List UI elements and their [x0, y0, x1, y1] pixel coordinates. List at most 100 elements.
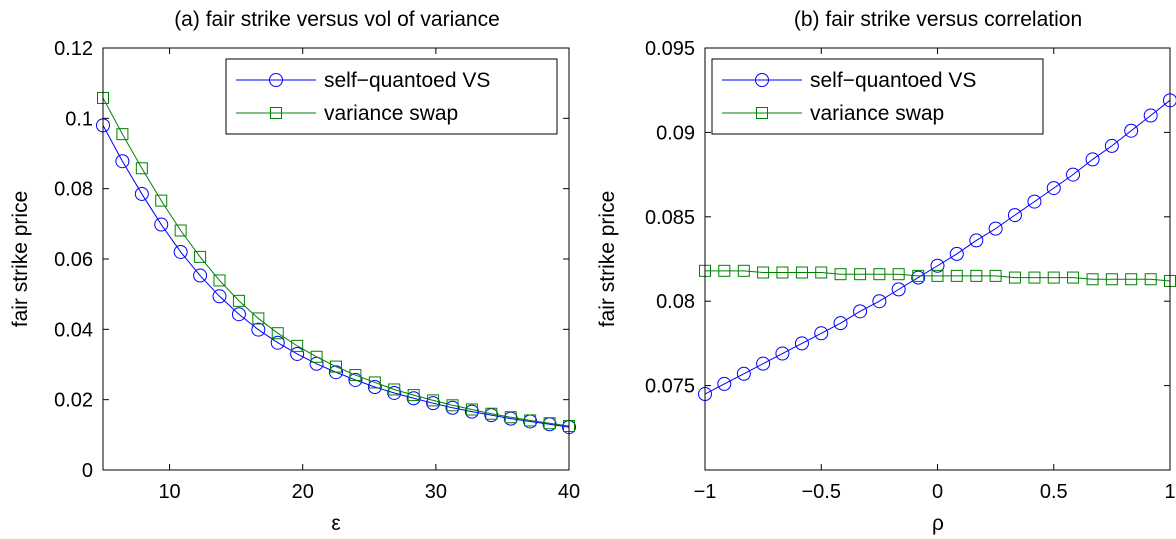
panel-b-data-point-self-quantoed: [891, 282, 906, 297]
panel-a-data-point-self-quantoed: [329, 365, 343, 380]
panel-a-y-tick-label: 0.08: [54, 179, 93, 201]
panel-a-data-point-variance-swap: [310, 350, 323, 363]
panel-a-data-point-self-quantoed: [212, 289, 227, 304]
panel-b-legend-box: [711, 58, 1044, 135]
panel-b-data-point-variance-swap: [718, 264, 731, 277]
panel-b-data-point-self-quantoed: [1085, 152, 1100, 167]
panel-b-legend: self−quantoed VS variance swap: [711, 58, 1044, 135]
panel-b-data-point-self-quantoed: [1066, 167, 1081, 182]
panel-a-data-point-variance-swap: [427, 394, 440, 407]
panel-b-data-point-self-quantoed: [949, 246, 964, 261]
panel-a-x-tick-label: 10: [158, 481, 180, 503]
panel-b-data-point-variance-swap: [1028, 271, 1041, 284]
panel-a-data-point-self-quantoed: [173, 244, 188, 259]
panel-b-data-point-self-quantoed: [911, 270, 926, 285]
panel-b-data-point-self-quantoed: [833, 316, 848, 331]
panel-b-data-point-variance-swap: [970, 269, 983, 282]
panel-b-chart: (b) fair strike versus correlation −1 −0.…: [596, 8, 1176, 535]
panel-b-legend-marker-self-quantoed: [755, 73, 769, 87]
panel-a-data-point-variance-swap: [116, 128, 129, 141]
panel-b-legend-marker-variance-swap: [756, 107, 768, 119]
panel-a-data-point-self-quantoed: [154, 217, 169, 232]
panel-a-x-tick-label: 40: [558, 481, 580, 503]
panel-a-y-tick-label: 0.02: [54, 390, 93, 412]
panel-a-data-point-variance-swap: [465, 403, 478, 416]
panel-a-data-point-self-quantoed: [445, 400, 460, 415]
panel-a-y-tick-label: 0.04: [54, 319, 93, 341]
panel-a-y-tick-label: 0.06: [54, 249, 93, 271]
panel-a-x-tick-label: 20: [292, 481, 314, 503]
panel-a-data-point-variance-swap: [135, 162, 148, 175]
panel-a-legend-marker-variance-swap: [270, 107, 282, 119]
panel-a-data-point-self-quantoed: [387, 385, 402, 400]
panel-b-data-point-self-quantoed: [969, 233, 984, 248]
panel-b-y-tick-label: 0.075: [645, 376, 695, 398]
panel-b-data-point-variance-swap: [1144, 273, 1157, 286]
panel-b-x-axis-label: ρ: [932, 512, 944, 535]
panel-a-data-point-variance-swap: [232, 294, 245, 307]
panel-b-data-point-variance-swap: [892, 268, 905, 281]
panel-a-data-point-variance-swap: [213, 274, 226, 287]
panel-b-data-point-self-quantoed: [1143, 108, 1158, 123]
panel-a-data-point-variance-swap: [524, 414, 537, 427]
panel-b-x-tick-label: 0: [932, 481, 943, 503]
panel-a-data-point-variance-swap: [174, 224, 187, 237]
panel-b-legend-label-self-quantoed: self−quantoed VS: [810, 69, 976, 92]
panel-a-data-point-variance-swap: [252, 312, 265, 325]
panel-b-data-point-self-quantoed: [1046, 181, 1061, 196]
panel-a-data-point-variance-swap: [291, 339, 304, 352]
panel-a-data-point-variance-swap: [330, 360, 342, 373]
panel-b-data-point-self-quantoed: [1124, 123, 1139, 138]
panel-b-data-point-variance-swap: [931, 269, 944, 282]
panel-a-y-tick-label: 0.1: [65, 108, 93, 130]
panel-b-data-point-self-quantoed: [1007, 208, 1022, 223]
panel-a-data-point-self-quantoed: [270, 335, 285, 350]
panel-a-axes-box: [102, 47, 570, 471]
panel-b-y-tick-label: 0.085: [645, 207, 695, 229]
panel-b-x-tick-label: 1: [1164, 481, 1175, 503]
panel-b-data-point-variance-swap: [1125, 273, 1138, 286]
panel-a-data-point-variance-swap: [271, 327, 284, 340]
panel-b-data-point-self-quantoed: [814, 326, 829, 341]
panel-b-series-variance-swap-line: [705, 270, 1171, 282]
panel-a-legend-label-self-quantoed: self−quantoed VS: [324, 69, 490, 92]
panel-b-data-point-variance-swap: [1008, 271, 1021, 284]
panel-a-legend-label-variance-swap: variance swap: [324, 102, 458, 125]
panel-b-legend-label-variance-swap: variance swap: [810, 102, 944, 125]
panel-a-legend: self−quantoed VS variance swap: [225, 58, 558, 135]
panel-b-data-point-self-quantoed: [930, 258, 945, 273]
panel-a-series-variance-swap-line: [102, 97, 570, 427]
panel-a-data-point-variance-swap: [388, 383, 401, 396]
panel-a-data-point-variance-swap: [155, 194, 168, 207]
panel-a-data-point-variance-swap: [349, 369, 362, 382]
panel-a-y-tick-label: 0: [82, 460, 93, 482]
panel-b-x-tick-label: −0.5: [802, 481, 841, 503]
panel-a-data-point-self-quantoed: [251, 322, 266, 337]
panel-b-data-point-variance-swap: [1067, 271, 1080, 284]
panel-b-data-point-variance-swap: [776, 266, 789, 279]
panel-a-data-point-variance-swap: [368, 376, 381, 389]
panel-b-title: (b) fair strike versus correlation: [794, 8, 1082, 31]
panel-a-data-point-self-quantoed: [290, 346, 305, 361]
panel-b-data-point-variance-swap: [834, 268, 847, 281]
panel-a-data-point-self-quantoed: [464, 404, 479, 419]
panel-a-data-point-variance-swap: [407, 389, 420, 402]
panel-a-legend-marker-self-quantoed: [269, 73, 283, 87]
panel-b-data-point-variance-swap: [1047, 271, 1060, 284]
panel-b-data-point-variance-swap: [795, 266, 808, 279]
panel-b-data-point-self-quantoed: [872, 294, 887, 309]
panel-b-y-axis-label: fair strike price: [596, 191, 619, 328]
panel-b-data-point-variance-swap: [873, 268, 886, 281]
panel-a-chart: (a) fair strike versus vol of variance 1…: [9, 8, 580, 535]
panel-a-y-tick-label: 0.12: [54, 38, 93, 60]
panel-a-x-axis-label: ε: [331, 512, 340, 535]
panel-a-data-point-self-quantoed: [367, 380, 382, 395]
panel-b-data-point-self-quantoed: [794, 336, 809, 351]
panel-b-data-point-self-quantoed: [853, 304, 868, 319]
panel-a-data-point-self-quantoed: [134, 186, 149, 201]
panel-b-y-tick-label: 0.095: [645, 38, 695, 60]
panel-b-x-tick-label: 0.5: [1040, 481, 1068, 503]
panel-a-data-point-variance-swap: [504, 411, 517, 424]
panel-b-data-point-variance-swap: [1086, 273, 1099, 286]
panel-b-axes-box: [704, 47, 1171, 471]
